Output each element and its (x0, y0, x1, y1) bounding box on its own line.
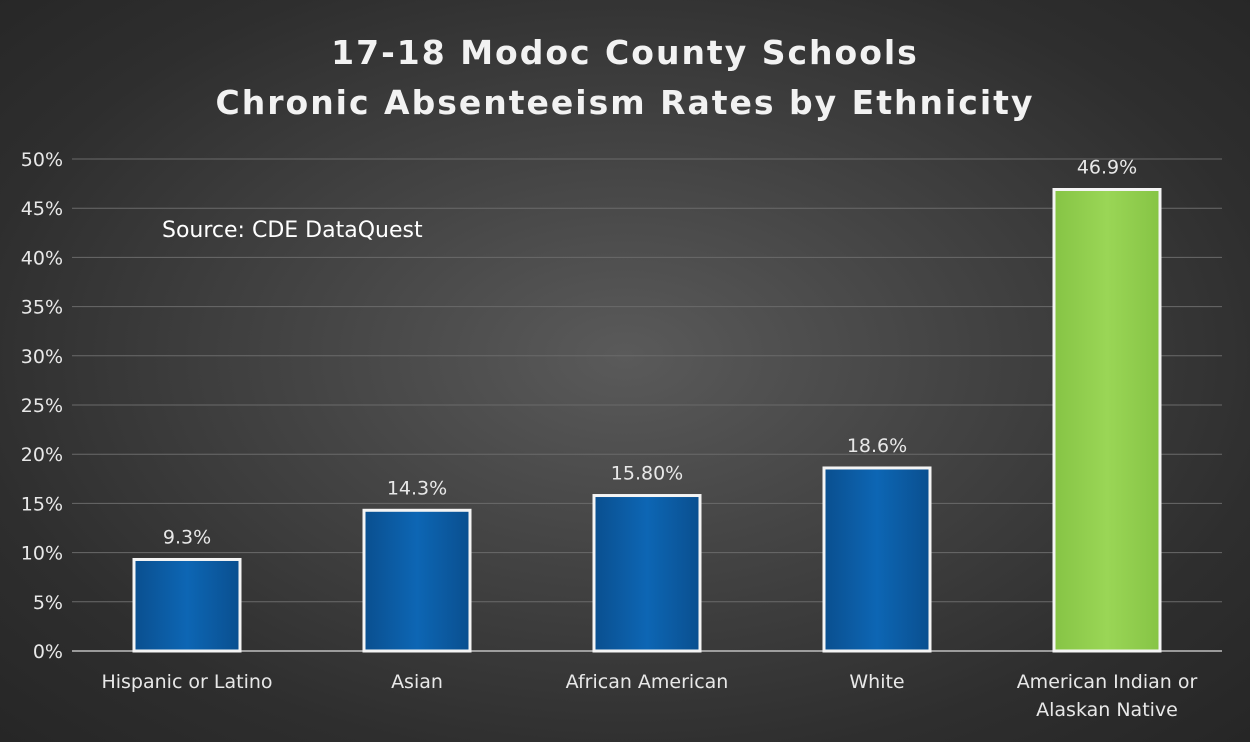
x-tick-label: White (849, 671, 904, 693)
y-tick-label: 25% (21, 395, 63, 417)
y-tick-label: 5% (33, 592, 63, 614)
data-label: 18.6% (847, 435, 907, 457)
x-tick-label: Asian (391, 671, 443, 693)
y-tick-label: 15% (21, 493, 63, 515)
x-tick-label: Hispanic or Latino (101, 671, 272, 693)
x-tick-label: American Indian or (1017, 671, 1198, 693)
data-label: 9.3% (163, 526, 211, 548)
y-tick-label: 30% (21, 346, 63, 368)
source-annotation: Source: CDE DataQuest (162, 218, 423, 243)
bar (822, 466, 932, 653)
y-tick-label: 35% (21, 297, 63, 319)
bar (1052, 188, 1162, 653)
data-label: 46.9% (1077, 157, 1137, 179)
y-tick-label: 0% (33, 641, 63, 663)
y-tick-label: 50% (21, 149, 63, 171)
y-tick-label: 10% (21, 543, 63, 565)
bar (362, 508, 472, 653)
data-label: 14.3% (387, 477, 447, 499)
chart-title: 17-18 Modoc County Schools Chronic Absen… (0, 28, 1250, 128)
x-tick-label: African American (566, 671, 729, 693)
bar (132, 557, 242, 653)
x-tick-label: Alaskan Native (1036, 699, 1178, 721)
y-tick-label: 20% (21, 444, 63, 466)
chart-title-line-1: 17-18 Modoc County Schools (331, 33, 919, 72)
y-tick-label: 45% (21, 198, 63, 220)
y-tick-label: 40% (21, 247, 63, 269)
chart-title-line-2: Chronic Absenteeism Rates by Ethnicity (215, 83, 1035, 122)
bar (592, 494, 702, 653)
data-label: 15.80% (611, 463, 683, 485)
